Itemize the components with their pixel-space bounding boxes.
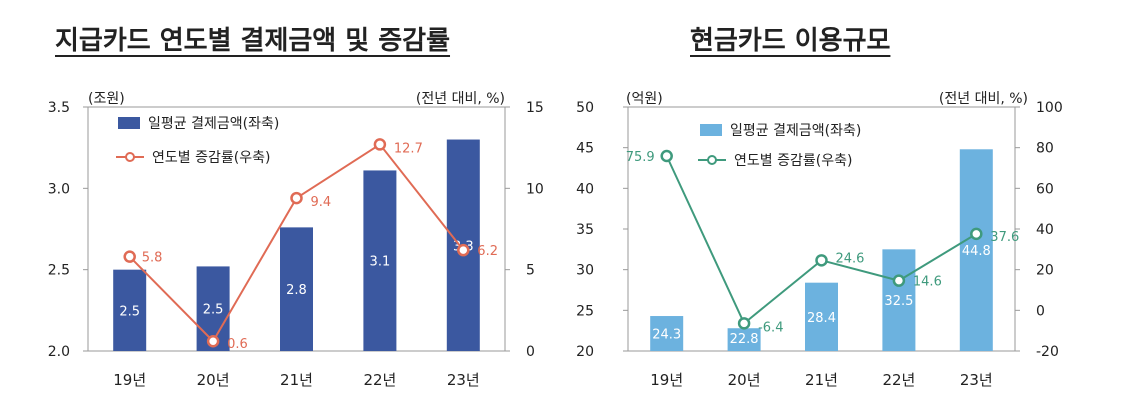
x-tick-label: 22년 [363,371,396,389]
left-tick-label: 30 [576,263,594,279]
bar-value-label: 28.4 [807,311,836,326]
right-tick-label: 15 [526,100,544,116]
legend-line-label: 연도별 증감률(우축) [152,150,270,166]
chart-title: 현금카드 이용규모 [690,26,891,56]
bar [727,328,761,351]
legend-bar-label: 일평균 결제금액(좌축) [148,116,279,132]
x-tick-label: 22년 [882,371,915,389]
left-tick-label: 3.0 [48,181,70,197]
left-tick-label: 2.5 [48,263,70,279]
x-tick-label: 20년 [728,371,761,389]
line-value-label: 37.6 [990,230,1019,245]
right-axis-unit: (전년 대비, %) [416,91,505,107]
legend-line-marker [707,155,717,165]
line-value-label: 75.9 [626,150,655,165]
line-value-label: 5.8 [142,251,163,266]
payment-card-chart: 2.0 2.5 3.0 3.5 0 5 10 15 (조원) (전년 대비, %) 19년 20년 21… [48,91,544,389]
bar-value-label: 2.5 [203,303,224,318]
x-tick-label: 21년 [280,371,313,389]
legend-line-label: 연도별 증감률(우축) [734,153,852,169]
chart-title: 지급카드 연도별 결제금액 및 증감률 [55,26,451,56]
x-tick-label: 19년 [650,371,683,389]
bar-value-label: 2.5 [119,304,140,319]
left-tick-label: 25 [576,303,594,319]
line-value-label: 0.6 [227,337,248,352]
line-point [457,243,470,257]
right-tick-label: 40 [1036,222,1054,238]
bar [805,282,838,351]
line-value-label: 9.4 [311,195,332,210]
right-tick-label: 100 [1036,100,1063,116]
left-tick-label: 50 [576,100,594,116]
left-tick-label: 3.5 [48,100,70,116]
right-tick-label: 60 [1036,181,1054,197]
line-point [290,191,303,205]
x-tick-label: 21년 [805,371,838,389]
line-point [660,149,673,163]
bar [882,249,916,351]
x-tick-label: 23년 [960,371,993,389]
x-tick-label: 19년 [113,371,146,389]
bar [280,227,313,351]
bar [650,316,684,351]
bar-value-label: 2.8 [286,283,307,298]
line-point [123,250,136,263]
right-tick-label: -20 [1036,344,1059,360]
left-tick-label: 45 [576,141,594,157]
cash-card-chart: 20 25 30 35 40 45 50 -20 0 20 40 60 80 100 (억원) (전년 대비,… [576,91,1063,389]
line-value-label: 14.6 [913,275,942,290]
cash-card-panel: 현금카드 이용규모 20 25 30 35 40 45 50 -20 0 20 40 60 80 100 (… [570,0,1140,412]
legend-bar-swatch [118,117,140,129]
bar-value-label: 24.3 [652,328,681,343]
bar [959,149,993,351]
right-axis-unit: (전년 대비, %) [939,91,1028,107]
legend-line-marker [125,152,135,162]
line-point [373,138,387,151]
bar-value-label: 3.1 [370,255,391,270]
right-tick-label: 0 [526,344,535,360]
line-point [892,274,906,287]
right-tick-label: 5 [526,263,535,279]
line-value-label: 6.2 [477,244,498,259]
line-value-label: -6.4 [758,320,783,335]
right-tick-label: 80 [1036,141,1054,157]
left-tick-label: 35 [576,222,594,238]
right-tick-label: 0 [1036,303,1045,319]
payment-card-panel: 지급카드 연도별 결제금액 및 증감률 2.0 2.5 3.0 3.5 0 5 10 15 (조… [0,0,560,412]
left-tick-label: 20 [576,344,594,360]
bar [113,269,147,351]
x-tick-label: 20년 [197,371,230,389]
line-point [970,227,983,241]
bar-value-label: 44.8 [962,244,991,259]
left-tick-label: 40 [576,181,594,197]
right-tick-label: 20 [1036,263,1054,279]
line-value-label: 12.7 [394,141,423,156]
line-point [737,317,751,330]
bar-value-label: 22.8 [730,332,759,347]
x-tick-label: 23년 [447,371,480,389]
left-tick-label: 2.0 [48,344,70,360]
legend-bar-label: 일평균 결제금액(좌축) [730,123,861,139]
left-axis-unit: (억원) [626,91,663,107]
bar-value-label: 32.5 [884,294,913,309]
line-point [815,254,828,267]
line-point [206,334,220,348]
bar [363,170,397,351]
right-tick-label: 10 [526,181,544,197]
line-value-label: 24.6 [836,251,865,266]
legend-bar-swatch [700,124,722,136]
left-axis-unit: (조원) [88,91,125,107]
